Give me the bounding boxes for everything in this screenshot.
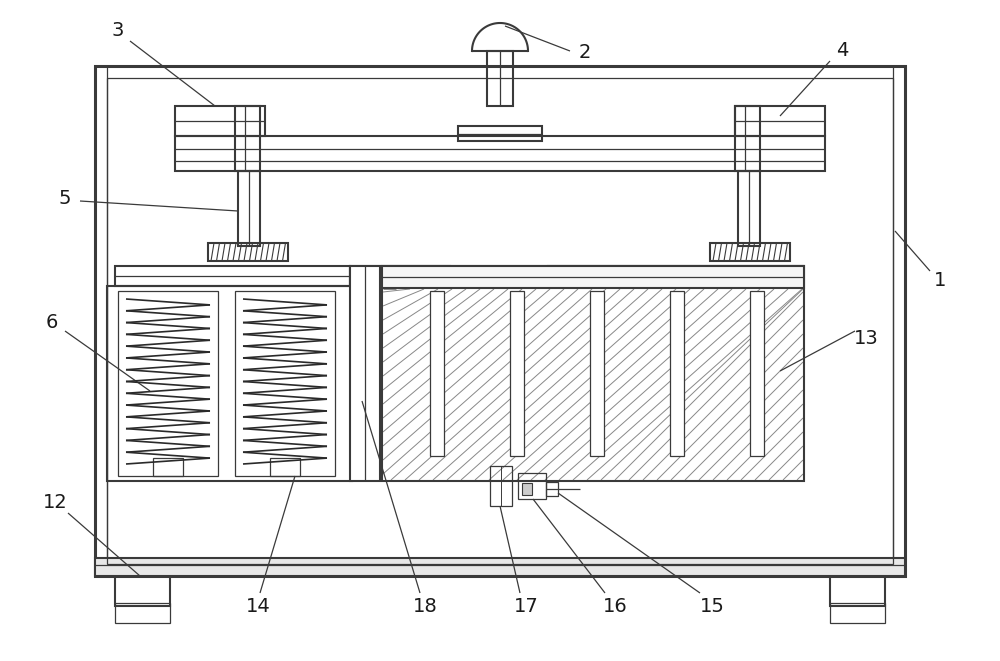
Bar — [107, 78, 893, 564]
Bar — [350, 266, 380, 481]
Bar — [522, 483, 532, 495]
Bar — [153, 458, 183, 476]
Bar — [738, 171, 760, 246]
Bar — [510, 291, 524, 456]
Bar — [430, 291, 444, 456]
Text: 14: 14 — [246, 596, 270, 615]
Bar — [670, 291, 684, 456]
Text: 5: 5 — [59, 190, 71, 208]
Bar — [107, 66, 893, 564]
Bar — [208, 243, 288, 261]
Bar — [235, 106, 260, 171]
Bar — [490, 466, 512, 506]
Bar — [487, 51, 513, 106]
Bar — [750, 291, 764, 456]
Text: 1: 1 — [934, 272, 946, 290]
Bar — [107, 286, 352, 481]
Bar — [350, 266, 450, 286]
Bar — [175, 136, 825, 171]
Text: 6: 6 — [46, 313, 58, 332]
Bar — [546, 482, 558, 496]
Bar — [95, 66, 905, 576]
Bar — [115, 266, 350, 286]
Bar — [830, 571, 885, 606]
Text: 15: 15 — [700, 596, 724, 615]
Bar — [238, 171, 260, 246]
Text: 4: 4 — [836, 42, 848, 61]
Bar — [830, 603, 885, 623]
Text: 17: 17 — [514, 596, 538, 615]
Bar — [548, 266, 803, 286]
Text: 2: 2 — [579, 44, 591, 63]
Bar — [175, 106, 265, 136]
Bar — [95, 558, 905, 576]
Bar — [735, 106, 760, 171]
Bar — [382, 266, 804, 481]
Text: 3: 3 — [112, 22, 124, 40]
Bar — [118, 291, 218, 476]
Bar — [115, 571, 170, 606]
Text: 18: 18 — [413, 596, 437, 615]
Bar — [710, 243, 790, 261]
Bar — [458, 126, 542, 141]
Bar — [735, 106, 825, 136]
Bar — [382, 266, 804, 288]
Text: 12: 12 — [43, 494, 67, 512]
Bar — [270, 458, 300, 476]
Bar — [115, 603, 170, 623]
Bar — [518, 473, 546, 499]
Bar — [235, 291, 335, 476]
Bar — [590, 291, 604, 456]
Text: 16: 16 — [603, 596, 627, 615]
Text: 13: 13 — [854, 329, 878, 348]
